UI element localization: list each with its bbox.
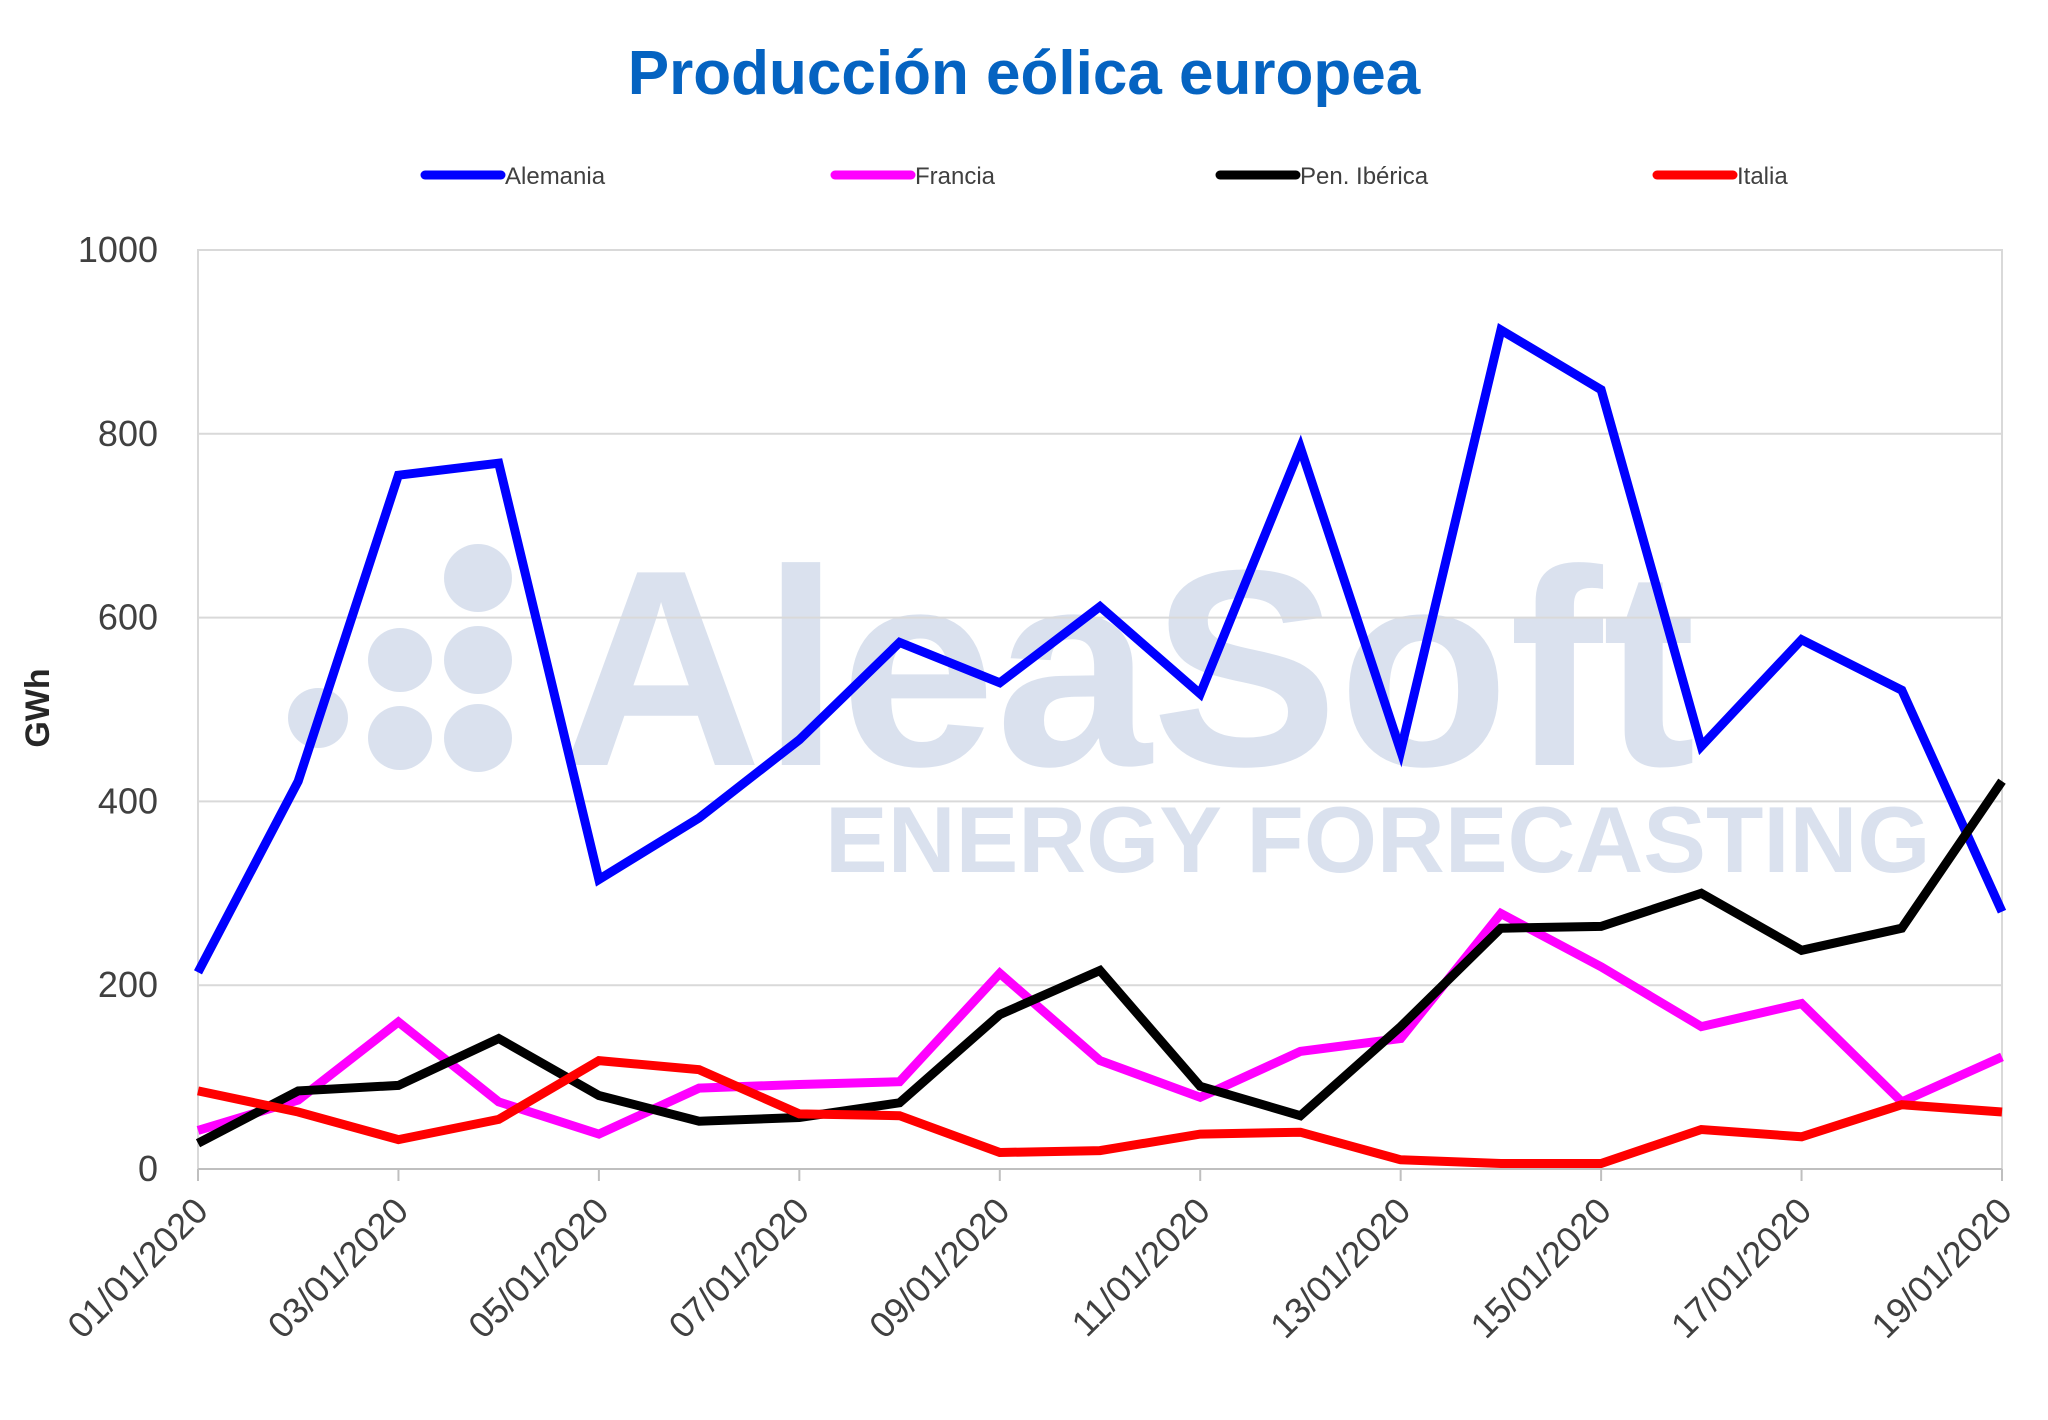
y-tick-label: 200 <box>98 964 158 1005</box>
legend-label-italia: Italia <box>1737 163 1788 190</box>
legend-label-francia: Francia <box>915 163 996 190</box>
y-tick-label: 800 <box>98 413 158 454</box>
x-tick-label: 05/01/2020 <box>460 1190 616 1346</box>
x-tick-label: 07/01/2020 <box>661 1190 817 1346</box>
series-line-francia <box>196 907 2004 1139</box>
x-axis: 01/01/2020 03/01/2020 05/01/2020 07/01/2020… <box>59 1168 2020 1346</box>
legend: Alemania Francia Pen. Ibérica Italia <box>420 163 1788 190</box>
series-line-alemania <box>194 322 2007 975</box>
x-tick-label: 15/01/2020 <box>1462 1190 1618 1346</box>
legend-label-alemania: Alemania <box>505 163 606 190</box>
y-axis: 0 200 400 600 800 1000 <box>78 229 158 1189</box>
y-tick-label: 400 <box>98 780 158 821</box>
legend-label-pen-ib-rica: Pen. Ibérica <box>1300 163 1429 190</box>
x-tick-label: 19/01/2020 <box>1863 1190 2019 1346</box>
y-tick-label: 600 <box>98 597 158 638</box>
series-line-pen-ib-rica <box>195 778 2006 1148</box>
watermark-tagline: ENERGY FORECASTING <box>825 787 1931 892</box>
x-tick-label: 17/01/2020 <box>1663 1190 1819 1346</box>
x-tick-label: 13/01/2020 <box>1262 1190 1418 1346</box>
watermark-dots-icon <box>288 544 512 772</box>
x-tick-label: 03/01/2020 <box>260 1190 416 1346</box>
chart-title: Producción eólica europea <box>627 39 1421 108</box>
x-tick-label: 09/01/2020 <box>861 1190 1017 1346</box>
x-tick-label: 01/01/2020 <box>59 1190 215 1346</box>
series-lines <box>194 322 2007 1168</box>
y-axis-label: GWh <box>19 668 57 747</box>
series-line-italia <box>197 1055 2003 1168</box>
y-tick-label: 0 <box>138 1148 158 1189</box>
watermark-brand: AleaSoft <box>560 513 1696 825</box>
watermark: AleaSoft ENERGY FORECASTING <box>288 513 1931 892</box>
y-tick-label: 1000 <box>78 229 158 270</box>
x-tick-label: 11/01/2020 <box>1063 1190 1218 1345</box>
